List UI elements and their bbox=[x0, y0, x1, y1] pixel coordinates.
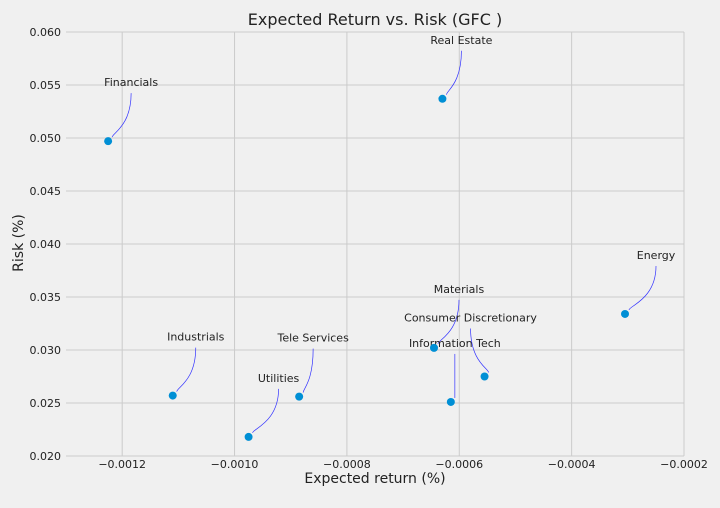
annotation-connector bbox=[446, 50, 462, 95]
point-label: Utilities bbox=[258, 372, 300, 385]
annotation-connector bbox=[111, 93, 132, 138]
data-point bbox=[480, 372, 489, 381]
data-point bbox=[446, 397, 455, 406]
annotation-connector bbox=[628, 265, 657, 311]
annotation-connector bbox=[437, 299, 460, 345]
point-label: Financials bbox=[104, 76, 158, 89]
y-tick-label: 0.035 bbox=[30, 291, 62, 304]
point-label: Materials bbox=[434, 283, 485, 296]
point-label: Consumer Discretionary bbox=[404, 312, 537, 325]
x-tick-label: −0.0012 bbox=[98, 458, 146, 471]
grid bbox=[66, 31, 685, 457]
annotation-connector bbox=[252, 388, 279, 434]
x-tick-label: −0.0010 bbox=[211, 458, 259, 471]
annotations: Real Estate Financials Energy Materials Cons… bbox=[104, 34, 676, 434]
point-label: Information Tech bbox=[409, 337, 501, 350]
point-label: Tele Services bbox=[276, 332, 349, 345]
x-axis-ticks: −0.0012 −0.0010 −0.0008 −0.0006 −0.0004 −0.00… bbox=[98, 458, 708, 471]
x-axis-label: Expected return (%) bbox=[304, 471, 445, 487]
annotation-connector bbox=[302, 348, 314, 393]
data-point bbox=[621, 309, 630, 318]
y-axis-ticks: 0.020 0.025 0.030 0.035 0.040 0.045 0.050 0.055… bbox=[30, 26, 62, 463]
data-point bbox=[429, 343, 438, 352]
y-tick-label: 0.055 bbox=[30, 79, 62, 92]
chart-title: Expected Return vs. Risk (GFC ) bbox=[248, 10, 502, 29]
x-tick-label: −0.0006 bbox=[435, 458, 483, 471]
y-axis-label: Risk (%) bbox=[11, 214, 27, 272]
annotation-connector bbox=[176, 347, 197, 392]
x-tick-label: −0.0008 bbox=[323, 458, 371, 471]
y-tick-label: 0.020 bbox=[30, 450, 62, 463]
y-tick-label: 0.025 bbox=[30, 397, 62, 410]
y-tick-label: 0.030 bbox=[30, 344, 62, 357]
y-tick-label: 0.040 bbox=[30, 238, 62, 251]
data-point bbox=[168, 391, 177, 400]
data-point bbox=[295, 392, 304, 401]
data-points bbox=[104, 94, 630, 441]
point-label: Energy bbox=[637, 249, 676, 262]
y-tick-label: 0.050 bbox=[30, 132, 62, 145]
data-point bbox=[438, 94, 447, 103]
data-point bbox=[104, 137, 113, 146]
x-tick-label: −0.0004 bbox=[548, 458, 596, 471]
y-tick-label: 0.045 bbox=[30, 185, 62, 198]
y-tick-label: 0.060 bbox=[30, 26, 62, 39]
point-label: Real Estate bbox=[430, 34, 492, 47]
point-label: Industrials bbox=[167, 331, 225, 344]
annotation-connector bbox=[470, 328, 489, 373]
data-point bbox=[244, 432, 253, 441]
x-tick-label: −0.0002 bbox=[660, 458, 708, 471]
